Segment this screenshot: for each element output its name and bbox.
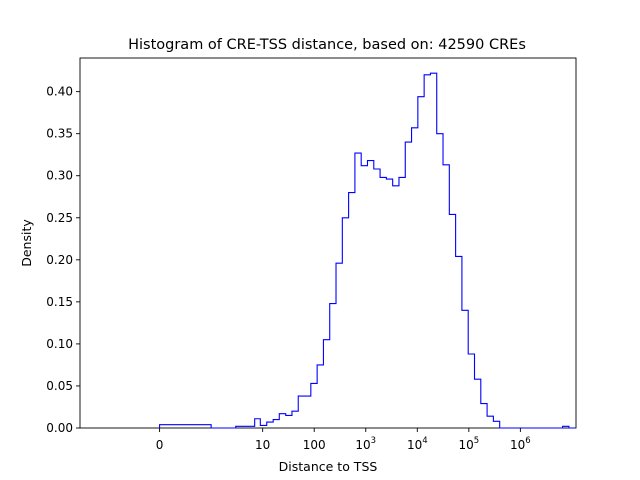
chart-title: Histogram of CRE-TSS distance, based on:… [128, 37, 526, 53]
y-tick-label: 0.20 [46, 253, 73, 267]
x-axis-ticks: 0 10 100 103 104 105 106 [156, 428, 531, 452]
histogram-step-line [159, 72, 576, 429]
x-tick-label: 10 [255, 438, 270, 452]
x-tick-label: 104 [407, 436, 428, 452]
x-tick-label: 100 [303, 438, 326, 452]
y-tick-label: 0.35 [46, 127, 73, 141]
y-tick-label: 0.25 [46, 211, 73, 225]
y-tick-label: 0.40 [46, 85, 73, 99]
y-axis-label: Density [19, 219, 34, 267]
x-tick-label: 0 [156, 438, 164, 452]
y-axis-ticks: 0.00 0.05 0.10 0.15 0.20 0.25 0.30 0.35 0.40 [46, 85, 80, 435]
x-tick-label: 106 [510, 436, 531, 452]
y-tick-label: 0.10 [46, 337, 73, 351]
y-tick-label: 0.05 [46, 379, 73, 393]
y-tick-label: 0.00 [46, 421, 73, 435]
x-tick-label: 105 [458, 436, 479, 452]
y-tick-label: 0.30 [46, 169, 73, 183]
x-tick-label: 103 [355, 436, 376, 452]
x-axis-label: Distance to TSS [279, 459, 378, 474]
plot-frame [79, 57, 577, 429]
y-tick-label: 0.15 [46, 295, 73, 309]
